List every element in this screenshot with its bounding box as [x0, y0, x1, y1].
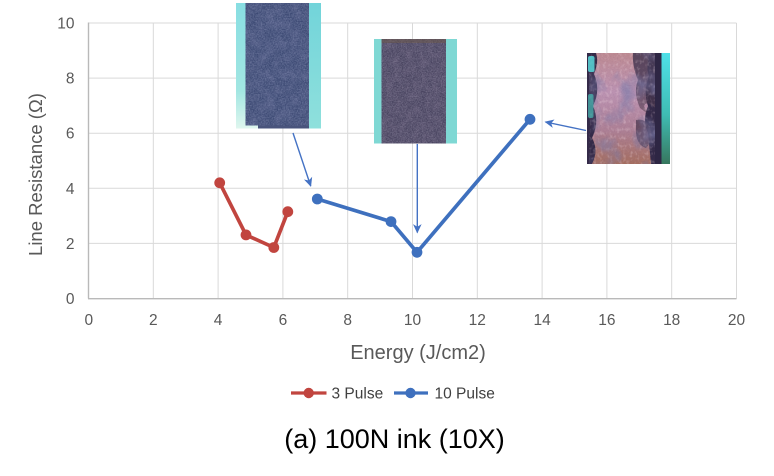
- svg-text:2: 2: [66, 236, 75, 253]
- svg-text:0: 0: [66, 291, 75, 308]
- svg-text:Energy (J/cm2): Energy (J/cm2): [350, 342, 486, 364]
- svg-text:18: 18: [663, 312, 680, 329]
- svg-text:(a) 100N ink (10X): (a) 100N ink (10X): [284, 424, 505, 454]
- svg-text:8: 8: [66, 71, 75, 88]
- svg-text:14: 14: [533, 312, 551, 329]
- svg-text:20: 20: [728, 312, 746, 329]
- svg-text:6: 6: [279, 312, 288, 329]
- svg-text:3 Pulse: 3 Pulse: [332, 385, 384, 402]
- svg-text:4: 4: [66, 181, 75, 198]
- svg-text:6: 6: [66, 126, 75, 143]
- svg-text:0: 0: [84, 312, 93, 329]
- svg-text:10: 10: [57, 16, 75, 33]
- svg-text:10: 10: [404, 312, 422, 329]
- svg-text:16: 16: [598, 312, 615, 329]
- svg-text:4: 4: [214, 312, 223, 329]
- svg-text:Line Resistance (Ω): Line Resistance (Ω): [25, 93, 46, 256]
- svg-text:12: 12: [469, 312, 486, 329]
- svg-text:8: 8: [343, 312, 352, 329]
- svg-text:2: 2: [149, 312, 158, 329]
- svg-text:10 Pulse: 10 Pulse: [435, 385, 495, 402]
